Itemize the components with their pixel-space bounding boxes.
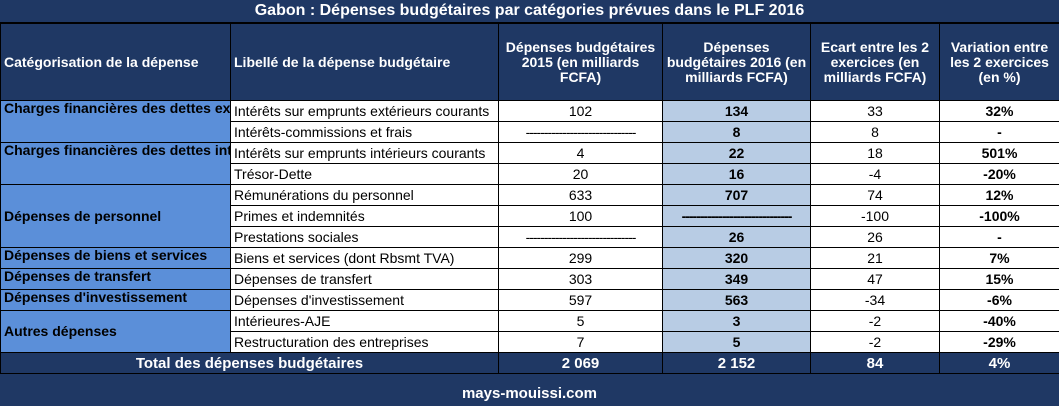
dep2016-cell: 349 bbox=[662, 268, 811, 290]
ecart-cell: -2 bbox=[810, 331, 940, 353]
ecart-cell: -2 bbox=[810, 310, 940, 332]
dep2015-cell: 102 bbox=[498, 100, 663, 122]
header-dep2016: Dépenses budgétaires 2016 (en milliards … bbox=[662, 23, 811, 101]
ecart-cell: 74 bbox=[810, 184, 940, 206]
variation-cell: 7% bbox=[939, 247, 1059, 269]
category-cell: Charges financières des dettes extérieur… bbox=[0, 100, 231, 143]
header-categorie: Catégorisation de la dépense bbox=[0, 23, 231, 101]
variation-cell: -6% bbox=[939, 289, 1059, 311]
total-label: Total des dépenses budgétaires bbox=[0, 352, 499, 374]
dep2015-cell: 299 bbox=[498, 247, 663, 269]
variation-cell: 501% bbox=[939, 142, 1059, 164]
ecart-cell: 47 bbox=[810, 268, 940, 290]
category-cell: Charges financières des dettes intérieur… bbox=[0, 142, 231, 185]
dep2016-cell: 563 bbox=[662, 289, 811, 311]
dep2016-cell: ------------------------------ bbox=[662, 205, 811, 227]
source-footer: mays-mouissi.com bbox=[461, 385, 598, 402]
variation-cell: - bbox=[939, 121, 1059, 143]
category-cell: Dépenses d'investissement bbox=[0, 289, 231, 311]
header-libelle: Libellé de la dépense budgétaire bbox=[230, 23, 499, 101]
libelle-cell: Dépenses de transfert bbox=[230, 268, 499, 290]
libelle-cell: Trésor-Dette bbox=[230, 163, 499, 185]
libelle-cell: Rémunérations du personnel bbox=[230, 184, 499, 206]
dep2016-cell: 8 bbox=[662, 121, 811, 143]
dep2015-cell: 633 bbox=[498, 184, 663, 206]
total-ecart: 84 bbox=[810, 352, 940, 374]
libelle-cell: Prestations sociales bbox=[230, 226, 499, 248]
dep2016-cell: 22 bbox=[662, 142, 811, 164]
libelle-cell: Dépenses d'investissement bbox=[230, 289, 499, 311]
dep2016-cell: 707 bbox=[662, 184, 811, 206]
category-cell: Dépenses de transfert bbox=[0, 268, 231, 290]
ecart-cell: -100 bbox=[810, 205, 940, 227]
libelle-cell: Primes et indemnités bbox=[230, 205, 499, 227]
table-row: Dépenses de biens et services Biens et s… bbox=[0, 247, 1059, 269]
table-row: Restructuration des entreprises 7 5 -2 -… bbox=[1, 331, 1059, 353]
ecart-cell: -34 bbox=[810, 289, 940, 311]
variation-cell: 32% bbox=[939, 100, 1059, 122]
total-dep2015: 2 069 bbox=[498, 352, 663, 374]
table-row: Dépenses de personnel Rémunérations du p… bbox=[0, 184, 1059, 248]
table-row: Dépenses d'investissement Dépenses d'inv… bbox=[0, 289, 1059, 311]
budget-table: Catégorisation de la dépense Libellé de … bbox=[0, 23, 1059, 374]
ecart-cell: 26 bbox=[810, 226, 940, 248]
dep2016-cell: 5 bbox=[662, 331, 811, 353]
libelle-cell: Intérieures-AJE bbox=[230, 310, 499, 332]
dep2015-cell: 4 bbox=[498, 142, 663, 164]
variation-cell: -100% bbox=[939, 205, 1059, 227]
dep2015-cell: ------------------------------ bbox=[498, 121, 663, 143]
table-header-row: Catégorisation de la dépense Libellé de … bbox=[0, 23, 1059, 101]
dep2016-cell: 134 bbox=[662, 100, 811, 122]
header-dep2015: Dépenses budgétaires 2015 (en milliards … bbox=[498, 23, 663, 101]
header-variation: Variation entre les 2 exercices (en %) bbox=[939, 23, 1059, 101]
libelle-cell: Intérêts sur emprunts extérieurs courant… bbox=[230, 100, 499, 122]
variation-cell: -29% bbox=[939, 331, 1059, 353]
libelle-cell: Intérêts-commissions et frais bbox=[230, 121, 499, 143]
dep2015-cell: 7 bbox=[498, 331, 663, 353]
dep2015-cell: 20 bbox=[498, 163, 663, 185]
libelle-cell: Intérêts sur emprunts intérieurs courant… bbox=[230, 142, 499, 164]
table-row: Dépenses de transfert Dépenses de transf… bbox=[0, 268, 1059, 290]
libelle-cell: Biens et services (dont Rbsmt TVA) bbox=[230, 247, 499, 269]
libelle-cell: Restructuration des entreprises bbox=[230, 331, 499, 353]
dep2016-cell: 320 bbox=[662, 247, 811, 269]
table-row: Trésor-Dette 20 16 -4 -20% bbox=[1, 163, 1059, 185]
dep2016-cell: 3 bbox=[662, 310, 811, 332]
dep2015-cell: 303 bbox=[498, 268, 663, 290]
category-cell: Dépenses de personnel bbox=[0, 184, 231, 248]
table-row: Intérêts-commissions et frais ----------… bbox=[1, 121, 1059, 143]
ecart-cell: 21 bbox=[810, 247, 940, 269]
dep2015-cell: 597 bbox=[498, 289, 663, 311]
variation-cell: -20% bbox=[939, 163, 1059, 185]
table-row: Charges financières des dettes extérieur… bbox=[0, 100, 1059, 143]
ecart-cell: 8 bbox=[810, 121, 940, 143]
ecart-cell: -4 bbox=[810, 163, 940, 185]
table-title: Gabon : Dépenses budgétaires par catégor… bbox=[0, 0, 1059, 23]
dep2016-cell: 16 bbox=[662, 163, 811, 185]
category-cell: Autres dépenses bbox=[0, 310, 231, 353]
category-cell: Dépenses de biens et services bbox=[0, 247, 231, 269]
dep2015-cell: ------------------------------ bbox=[498, 226, 663, 248]
total-row: Total des dépenses budgétaires 2 069 2 1… bbox=[0, 352, 1059, 374]
variation-cell: -40% bbox=[939, 310, 1059, 332]
header-ecart: Ecart entre les 2 exercices (en milliard… bbox=[810, 23, 940, 101]
table-row: Charges financières des dettes intérieur… bbox=[0, 142, 1059, 185]
variation-cell: - bbox=[939, 226, 1059, 248]
table-row: Autres dépenses Intérieures-AJE 5 3 -2 -… bbox=[0, 310, 1059, 353]
dep2015-cell: 5 bbox=[498, 310, 663, 332]
dep2016-cell: 26 bbox=[662, 226, 811, 248]
variation-cell: 12% bbox=[939, 184, 1059, 206]
variation-cell: 15% bbox=[939, 268, 1059, 290]
total-variation: 4% bbox=[939, 352, 1059, 374]
total-dep2016: 2 152 bbox=[662, 352, 811, 374]
ecart-cell: 18 bbox=[810, 142, 940, 164]
table-row: Prestations sociales -------------------… bbox=[1, 226, 1059, 248]
ecart-cell: 33 bbox=[810, 100, 940, 122]
dep2015-cell: 100 bbox=[498, 205, 663, 227]
